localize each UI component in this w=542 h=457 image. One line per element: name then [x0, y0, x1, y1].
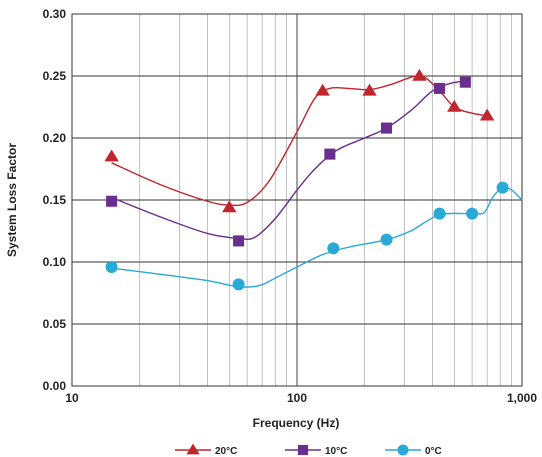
series-line	[111, 75, 488, 207]
series-curves	[111, 75, 523, 288]
x-tick-labels: 10 100 1,000	[65, 391, 537, 405]
y-tick-label: 0.10	[43, 255, 67, 269]
data-point	[222, 200, 237, 213]
y-tick-label: 0.15	[43, 193, 67, 207]
data-point	[232, 278, 245, 291]
series-line	[111, 80, 466, 240]
data-point	[381, 122, 393, 134]
legend-marker	[186, 443, 200, 455]
y-tick-label: 0.30	[43, 7, 67, 21]
y-tick-labels: 0.00 0.05 0.10 0.15 0.20 0.25 0.30	[43, 7, 67, 393]
legend-label: 10°C	[325, 446, 347, 457]
data-point	[104, 149, 119, 162]
legend-marker	[397, 444, 409, 456]
legend-label: 20°C	[215, 446, 237, 457]
data-point	[327, 242, 340, 255]
x-axis-title: Frequency (Hz)	[253, 416, 340, 430]
data-point	[362, 83, 377, 96]
data-point	[433, 207, 446, 220]
legend: 20°C 10°C 0°C	[175, 443, 442, 457]
y-tick-label: 0.25	[43, 69, 67, 83]
x-tick-label: 1,000	[507, 391, 537, 405]
series-line	[111, 186, 523, 288]
data-point	[380, 233, 393, 246]
grid	[72, 14, 522, 386]
data-point	[412, 68, 427, 81]
y-tick-label: 0.05	[43, 317, 67, 331]
legend-item: 20°C	[175, 443, 237, 457]
data-point	[106, 195, 118, 207]
x-tick-label: 100	[287, 391, 307, 405]
data-point	[479, 108, 495, 121]
y-tick-label: 0.00	[43, 379, 67, 393]
data-point	[105, 260, 118, 273]
data-point	[233, 235, 245, 247]
y-tick-label: 0.20	[43, 131, 67, 145]
data-point	[459, 76, 471, 88]
legend-item: 10°C	[285, 444, 347, 457]
data-point	[434, 82, 446, 94]
series-markers	[104, 68, 509, 291]
y-axis-title: System Loss Factor	[5, 143, 19, 257]
data-point	[496, 181, 509, 194]
legend-item: 0°C	[385, 444, 442, 457]
data-point	[447, 99, 462, 112]
x-tick-label: 10	[65, 391, 79, 405]
legend-marker	[297, 444, 309, 456]
legend-label: 0°C	[425, 446, 442, 457]
data-point	[466, 207, 479, 220]
data-point	[315, 83, 330, 96]
data-point	[324, 148, 336, 160]
